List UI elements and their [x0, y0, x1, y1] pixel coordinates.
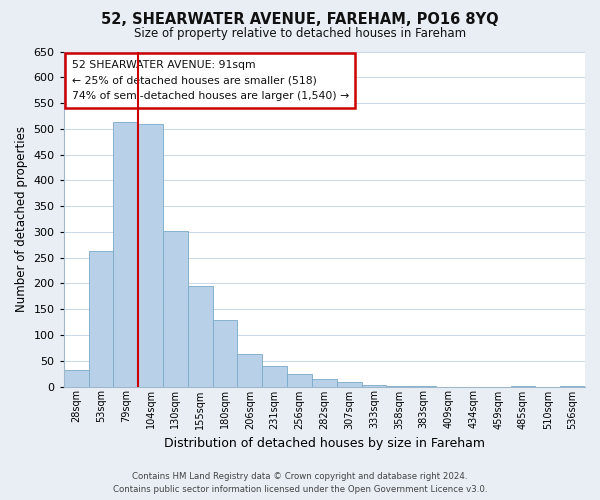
- Bar: [212, 320, 238, 386]
- Bar: [287, 374, 312, 386]
- Text: Contains HM Land Registry data © Crown copyright and database right 2024.
Contai: Contains HM Land Registry data © Crown c…: [113, 472, 487, 494]
- Text: Size of property relative to detached houses in Fareham: Size of property relative to detached ho…: [134, 28, 466, 40]
- Text: 52, SHEARWATER AVENUE, FAREHAM, PO16 8YQ: 52, SHEARWATER AVENUE, FAREHAM, PO16 8YQ: [101, 12, 499, 28]
- X-axis label: Distribution of detached houses by size in Fareham: Distribution of detached houses by size …: [164, 437, 485, 450]
- Bar: [188, 286, 212, 386]
- Bar: [89, 251, 113, 386]
- Bar: [238, 354, 262, 386]
- Bar: [113, 122, 138, 386]
- Bar: [163, 231, 188, 386]
- Bar: [337, 382, 362, 386]
- Bar: [262, 366, 287, 386]
- Text: 52 SHEARWATER AVENUE: 91sqm
← 25% of detached houses are smaller (518)
74% of se: 52 SHEARWATER AVENUE: 91sqm ← 25% of det…: [71, 60, 349, 101]
- Y-axis label: Number of detached properties: Number of detached properties: [15, 126, 28, 312]
- Bar: [64, 370, 89, 386]
- Bar: [312, 379, 337, 386]
- Bar: [138, 124, 163, 386]
